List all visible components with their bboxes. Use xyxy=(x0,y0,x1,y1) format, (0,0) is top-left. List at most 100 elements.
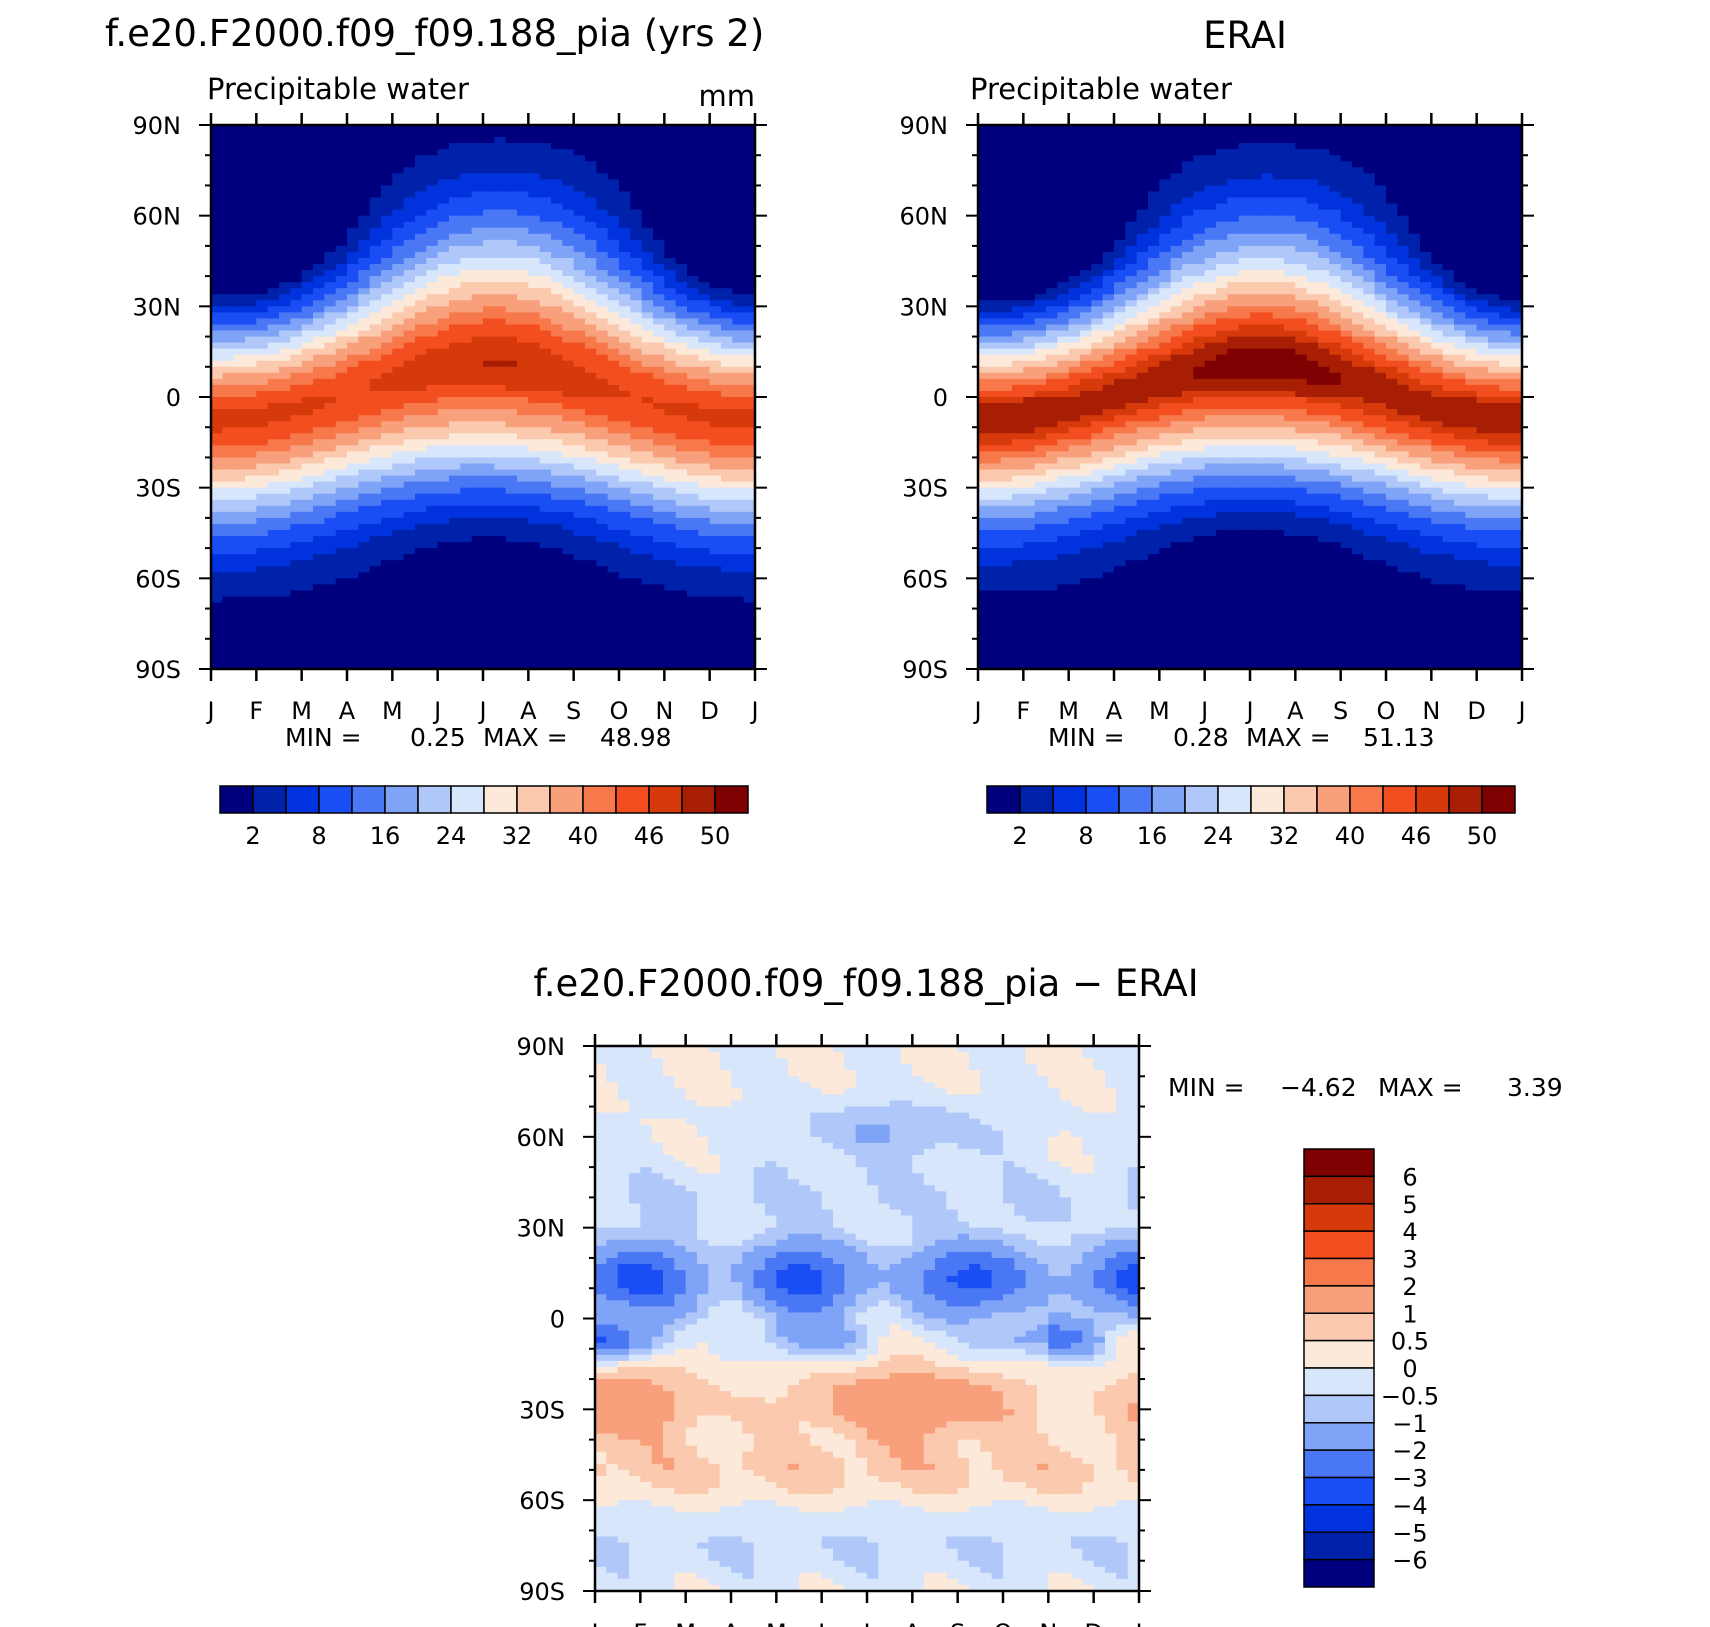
field-cell xyxy=(989,475,1002,483)
field-cell xyxy=(403,354,416,362)
field-cell xyxy=(505,191,518,199)
field-cell xyxy=(1023,191,1036,199)
field-cell xyxy=(630,451,643,459)
field-cell xyxy=(1012,342,1024,350)
field-cell xyxy=(211,378,223,386)
field-cell xyxy=(211,439,223,446)
field-cell xyxy=(460,475,473,483)
field-cell xyxy=(1012,511,1024,519)
field-cell xyxy=(460,209,473,217)
field-cell xyxy=(698,439,711,446)
field-cell xyxy=(630,372,643,380)
field-cell xyxy=(437,523,450,531)
field-cell xyxy=(687,511,699,519)
field-cell xyxy=(585,463,597,471)
field-cell xyxy=(358,191,371,199)
field-cell xyxy=(483,197,495,205)
field-cell xyxy=(335,554,348,561)
field-cell xyxy=(1012,264,1024,271)
field-cell xyxy=(245,125,257,132)
field-cell xyxy=(585,638,597,646)
field-cell xyxy=(551,542,563,549)
field-cell xyxy=(562,336,575,344)
field-cell xyxy=(539,427,552,434)
field-cell xyxy=(664,644,677,652)
field-cell xyxy=(653,143,665,150)
field-cell xyxy=(290,620,303,628)
field-cell xyxy=(358,632,371,640)
field-cell xyxy=(505,529,518,537)
field-cell xyxy=(267,644,280,652)
field-cell xyxy=(437,493,450,501)
field-cell xyxy=(607,499,620,507)
field-cell xyxy=(743,548,756,555)
field-cell xyxy=(721,215,733,223)
field-cell xyxy=(675,415,688,422)
field-cell xyxy=(222,620,235,628)
field-cell xyxy=(709,499,722,507)
field-cell xyxy=(301,445,314,452)
field-cell xyxy=(619,264,631,271)
field-cell xyxy=(301,572,314,579)
field-cell xyxy=(426,125,439,132)
field-cell xyxy=(267,608,280,616)
field-cell xyxy=(619,125,631,132)
field-cell xyxy=(471,626,484,634)
field-cell xyxy=(687,185,699,193)
field-cell xyxy=(494,197,507,205)
field-cell xyxy=(573,221,586,229)
field-cell xyxy=(505,572,518,579)
field-cell xyxy=(721,233,733,241)
field-cell xyxy=(449,517,461,525)
field-cell xyxy=(324,536,337,543)
field-cell xyxy=(528,602,541,610)
field-cell xyxy=(743,463,756,471)
field-cell xyxy=(664,548,677,555)
field-cell xyxy=(721,372,733,380)
field-cell xyxy=(573,215,586,223)
field-cell xyxy=(233,191,246,199)
field-cell xyxy=(245,318,257,326)
colorbar-swatch xyxy=(417,785,452,814)
field-cell xyxy=(1023,366,1036,374)
field-cell xyxy=(630,481,643,489)
field-cell xyxy=(233,276,246,283)
field-cell xyxy=(573,566,586,573)
field-cell xyxy=(494,505,507,513)
field-cell xyxy=(222,149,235,156)
field-cell xyxy=(381,179,393,187)
field-cell xyxy=(562,366,575,374)
field-cell xyxy=(460,239,473,247)
field-cell xyxy=(528,300,541,307)
field-cell xyxy=(721,445,733,452)
field-cell xyxy=(505,384,518,392)
field-cell xyxy=(245,517,257,525)
field-cell xyxy=(1023,463,1036,471)
field-cell xyxy=(494,632,507,640)
field-cell xyxy=(358,300,371,307)
field-cell xyxy=(528,324,541,332)
field-cell xyxy=(505,155,518,162)
field-cell xyxy=(381,191,393,199)
field-cell xyxy=(698,131,711,138)
field-cell xyxy=(267,566,280,573)
field-cell xyxy=(562,137,575,144)
field-cell xyxy=(721,348,733,356)
field-cell xyxy=(1023,475,1036,483)
field-cell xyxy=(392,638,405,646)
field-cell xyxy=(989,161,1002,168)
field-cell xyxy=(675,536,688,543)
field-cell xyxy=(978,276,990,283)
field-cell xyxy=(630,523,643,531)
field-cell xyxy=(211,143,223,150)
field-cell xyxy=(743,566,756,573)
colorbar-swatch xyxy=(351,785,386,814)
field-cell xyxy=(267,590,280,598)
field-cell xyxy=(596,457,609,465)
field-cell xyxy=(562,264,575,271)
field-cell xyxy=(449,602,461,610)
field-cell xyxy=(313,511,325,519)
field-cell xyxy=(675,125,688,132)
field-cell xyxy=(1012,318,1024,326)
field-cell xyxy=(709,650,722,658)
